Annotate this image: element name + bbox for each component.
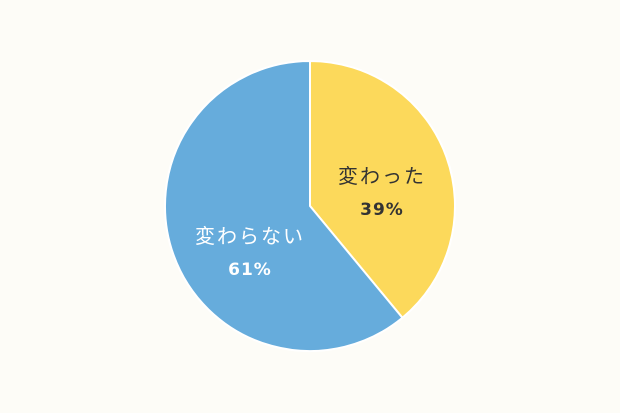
- slice-label-1: 変わった: [338, 164, 426, 188]
- slice-label-2: 変わらない: [195, 224, 305, 248]
- pie-slice-1: [309, 59, 456, 320]
- pie-slice-2: [164, 59, 404, 352]
- slice-value-label-1: 39%: [360, 200, 404, 220]
- slice-value-label-2: 61%: [228, 260, 272, 280]
